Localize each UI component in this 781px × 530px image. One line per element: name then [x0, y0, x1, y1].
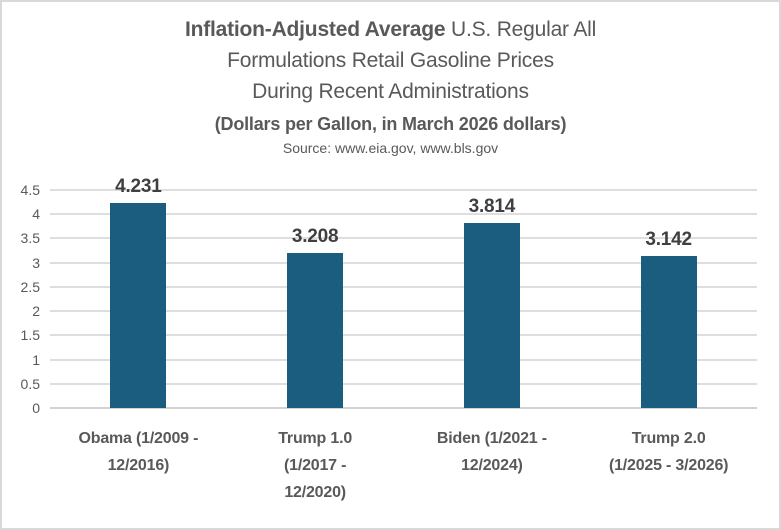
y-tick-label: 1 — [32, 351, 40, 368]
y-tick-label: 0.5 — [20, 375, 40, 392]
x-category-label: Trump 1.0 (1/2017 - 12/2020) — [278, 430, 353, 501]
bar-slot: 3.814 — [404, 190, 581, 408]
gridline — [50, 382, 757, 385]
y-tick-label: 2.5 — [20, 278, 40, 295]
bar-slot: 4.231 — [50, 176, 227, 408]
plot-area: 0 0.5 1 1.5 2 2.5 3 3.5 4 4.5 4.231 3.208 3.814 3.142 — [21, 176, 757, 415]
x-axis-labels: Obama (1/2009 - 12/2016) Trump 1.0 (1/201… — [50, 408, 757, 506]
bar — [640, 255, 697, 408]
bar-value-label: 3.814 — [468, 196, 516, 218]
bar-slots: 4.231 3.208 3.814 3.142 — [50, 176, 757, 408]
bar-chart: 0 0.5 1 1.5 2 2.5 3 3.5 4 4.5 4.231 3.208 3.814 3.142 — [21, 176, 757, 415]
gridline — [50, 285, 757, 288]
bar-value-label: 4.231 — [115, 176, 162, 198]
bar-slot: 3.142 — [580, 190, 757, 408]
gridline — [50, 334, 757, 337]
bar-value-label: 3.208 — [291, 225, 339, 247]
chart-source: Source: www.eia.gov, www.bls.gov — [282, 140, 499, 156]
chart-title: Inflation-Adjusted Average U.S. Regular … — [2, 2, 779, 107]
gridline — [50, 310, 757, 313]
gridline — [50, 358, 757, 361]
bar — [110, 203, 167, 408]
x-category-label: Biden (1/2021 - 12/2024) — [436, 430, 547, 474]
gridline — [50, 213, 757, 216]
gridline — [50, 261, 757, 264]
x-axis-baseline — [50, 407, 757, 409]
y-tick-label: 1.5 — [20, 327, 40, 344]
chart-title-line-1: Inflation-Adjusted Average U.S. Regular … — [2, 14, 779, 45]
chart-subtitle: (Dollars per Gallon, in March 2026 dolla… — [214, 114, 567, 134]
y-tick-label: 2 — [32, 303, 40, 320]
y-tick-label: 4.5 — [20, 182, 40, 198]
y-tick-label: 3.5 — [20, 230, 40, 247]
bar-value-label: 3.142 — [645, 228, 692, 250]
x-category-label: Trump 2.0 (1/2025 - 3/2026) — [608, 430, 729, 474]
chart-title-line-3: During Recent Administrations — [252, 80, 529, 103]
bar-slot: 3.208 — [227, 190, 404, 408]
chart-title-regular-part: U.S. Regular All — [445, 18, 597, 41]
x-category-label: Obama (1/2009 - 12/2016) — [78, 430, 199, 474]
gridline — [50, 189, 757, 191]
y-tick-label: 4 — [32, 206, 40, 223]
y-tick-label: 3 — [32, 254, 40, 271]
chart-title-line-2: Formulations Retail Gasoline Prices — [227, 49, 554, 72]
bar — [287, 252, 344, 408]
bar — [463, 223, 520, 408]
chart-title-bold-part: Inflation-Adjusted Average — [184, 18, 446, 41]
y-tick-label: 0 — [32, 400, 40, 416]
gridline — [50, 237, 757, 240]
